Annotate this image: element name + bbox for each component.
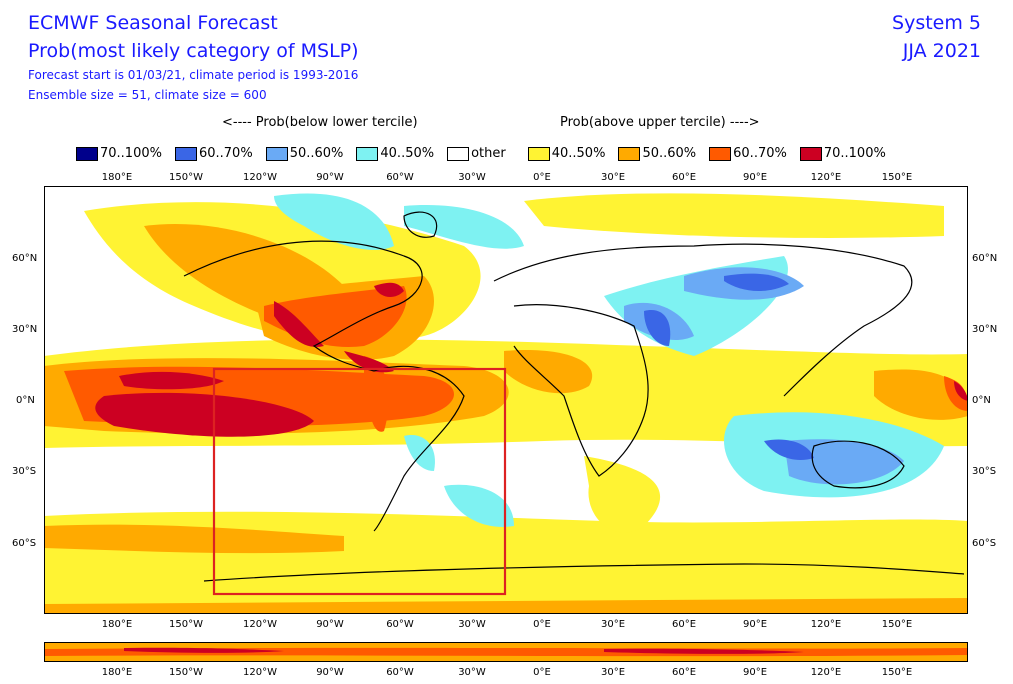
map-frame — [44, 186, 968, 614]
forecast-start-info: Forecast start is 01/03/21, climate peri… — [28, 68, 359, 82]
map-subtitle: Prob(most likely category of MSLP) — [28, 40, 359, 62]
lon-label: 120°E — [810, 172, 842, 183]
lon-label: 150°E — [881, 667, 913, 678]
legend-swatch — [265, 146, 288, 161]
lon-label: 60°E — [671, 619, 697, 630]
lat-label: 0°N — [972, 395, 991, 406]
legend-swatch — [447, 146, 470, 161]
season-label: JJA 2021 — [902, 40, 981, 62]
above-tercile-label: Prob(above upper tercile) ----> — [560, 115, 760, 130]
lon-label: 120°W — [243, 619, 277, 630]
lon-label: 30°E — [600, 667, 626, 678]
lon-label: 60°E — [671, 667, 697, 678]
lon-label: 120°E — [810, 667, 842, 678]
ensemble-size-info: Ensemble size = 51, climate size = 600 — [28, 88, 267, 102]
lat-label: 60°S — [12, 538, 37, 549]
legend-swatch — [76, 146, 98, 161]
lon-label: 60°E — [671, 172, 697, 183]
legend-item: 70..100% — [799, 146, 886, 161]
lon-label: 90°W — [316, 667, 344, 678]
legend-item: 50..60% — [265, 146, 343, 161]
lon-label: 60°W — [386, 172, 414, 183]
legend-swatch — [174, 146, 197, 161]
legend-swatch — [356, 146, 379, 161]
lat-label: 30°N — [972, 324, 998, 335]
lon-label: 120°W — [243, 667, 277, 678]
lon-label: 30°E — [600, 619, 626, 630]
lon-label: 150°W — [169, 172, 203, 183]
legend-item: 40..50% — [356, 146, 434, 161]
legend-swatch — [709, 146, 732, 161]
map-title: ECMWF Seasonal Forecast — [28, 12, 278, 34]
below-tercile-label: <---- Prob(below lower tercile) — [222, 115, 418, 130]
lon-label: 90°W — [316, 172, 344, 183]
lon-label: 150°W — [169, 619, 203, 630]
lon-label: 180°E — [101, 667, 133, 678]
lon-label: 90°E — [742, 172, 768, 183]
lon-label: 120°E — [810, 619, 842, 630]
lon-label: 0°E — [533, 619, 551, 630]
lon-label: 90°E — [742, 667, 768, 678]
lon-label: 60°W — [386, 619, 414, 630]
lon-label: 120°W — [243, 172, 277, 183]
lon-label: 0°E — [533, 172, 551, 183]
lon-label: 30°E — [600, 172, 626, 183]
forecast-map — [44, 186, 968, 614]
lat-label: 30°N — [12, 324, 38, 335]
legend-swatch — [618, 146, 641, 161]
color-legend: 70..100% 60..70% 50..60% 40..50% other 4… — [76, 146, 899, 161]
legend-swatch — [799, 146, 822, 161]
legend-item: other — [447, 146, 506, 161]
lon-label: 60°W — [386, 667, 414, 678]
legend-item: 70..100% — [76, 146, 162, 161]
legend-item: 60..70% — [174, 146, 253, 161]
lon-label: 0°E — [533, 667, 551, 678]
lon-label: 150°E — [881, 172, 913, 183]
lon-label: 90°E — [742, 619, 768, 630]
lon-label: 90°W — [316, 619, 344, 630]
lon-label: 150°W — [169, 667, 203, 678]
lat-label: 0°N — [16, 395, 35, 406]
lon-label: 30°W — [458, 172, 486, 183]
legend-item: 50..60% — [618, 146, 696, 161]
probability-field — [44, 186, 968, 614]
lat-label: 60°N — [972, 253, 998, 264]
legend-item: 40..50% — [527, 146, 605, 161]
lat-label: 60°S — [972, 538, 997, 549]
legend-item: 60..70% — [709, 146, 787, 161]
legend-swatch — [527, 146, 550, 161]
lon-label: 30°W — [458, 619, 486, 630]
lat-label: 60°N — [12, 253, 38, 264]
lon-label: 150°E — [881, 619, 913, 630]
region-highlight-box — [212, 367, 507, 596]
lat-label: 30°S — [12, 466, 37, 477]
lon-label: 30°W — [458, 667, 486, 678]
lon-label: 180°E — [101, 619, 133, 630]
lon-label: 180°E — [101, 172, 133, 183]
coastlines — [183, 211, 965, 582]
lat-label: 30°S — [972, 466, 997, 477]
polar-strip — [44, 642, 968, 662]
system-label: System 5 — [892, 12, 981, 34]
